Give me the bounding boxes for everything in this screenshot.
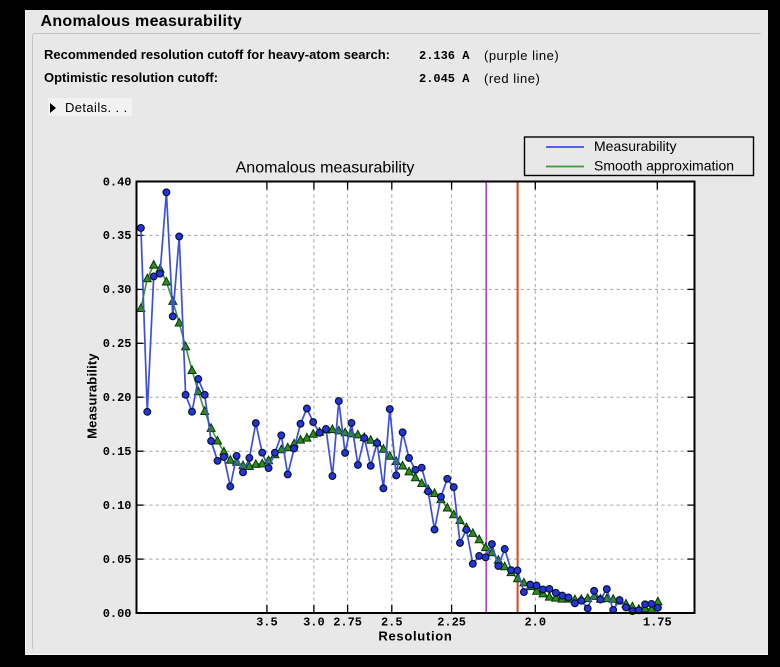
svg-text:Measurability: Measurability — [85, 353, 100, 439]
svg-text:0.20: 0.20 — [103, 391, 132, 405]
svg-text:1.75: 1.75 — [643, 615, 672, 629]
svg-text:0.05: 0.05 — [103, 553, 132, 567]
svg-text:2.25: 2.25 — [437, 615, 466, 629]
svg-text:0.15: 0.15 — [103, 445, 132, 459]
svg-text:Measurability: Measurability — [594, 138, 676, 154]
svg-text:2.0: 2.0 — [524, 615, 546, 629]
svg-text:Anomalous measurability: Anomalous measurability — [236, 160, 415, 177]
svg-text:2.5: 2.5 — [381, 615, 403, 629]
svg-text:Smooth approximation: Smooth approximation — [594, 158, 734, 174]
svg-text:0.25: 0.25 — [103, 337, 132, 351]
svg-text:0.00: 0.00 — [103, 607, 132, 621]
svg-text:3.0: 3.0 — [303, 615, 325, 629]
svg-text:0.30: 0.30 — [103, 283, 132, 297]
svg-text:0.40: 0.40 — [103, 175, 132, 189]
svg-text:0.10: 0.10 — [103, 499, 132, 513]
svg-text:0.35: 0.35 — [103, 229, 132, 243]
svg-text:Resolution: Resolution — [378, 629, 452, 644]
svg-text:3.5: 3.5 — [256, 615, 278, 629]
svg-text:2.75: 2.75 — [333, 615, 362, 629]
